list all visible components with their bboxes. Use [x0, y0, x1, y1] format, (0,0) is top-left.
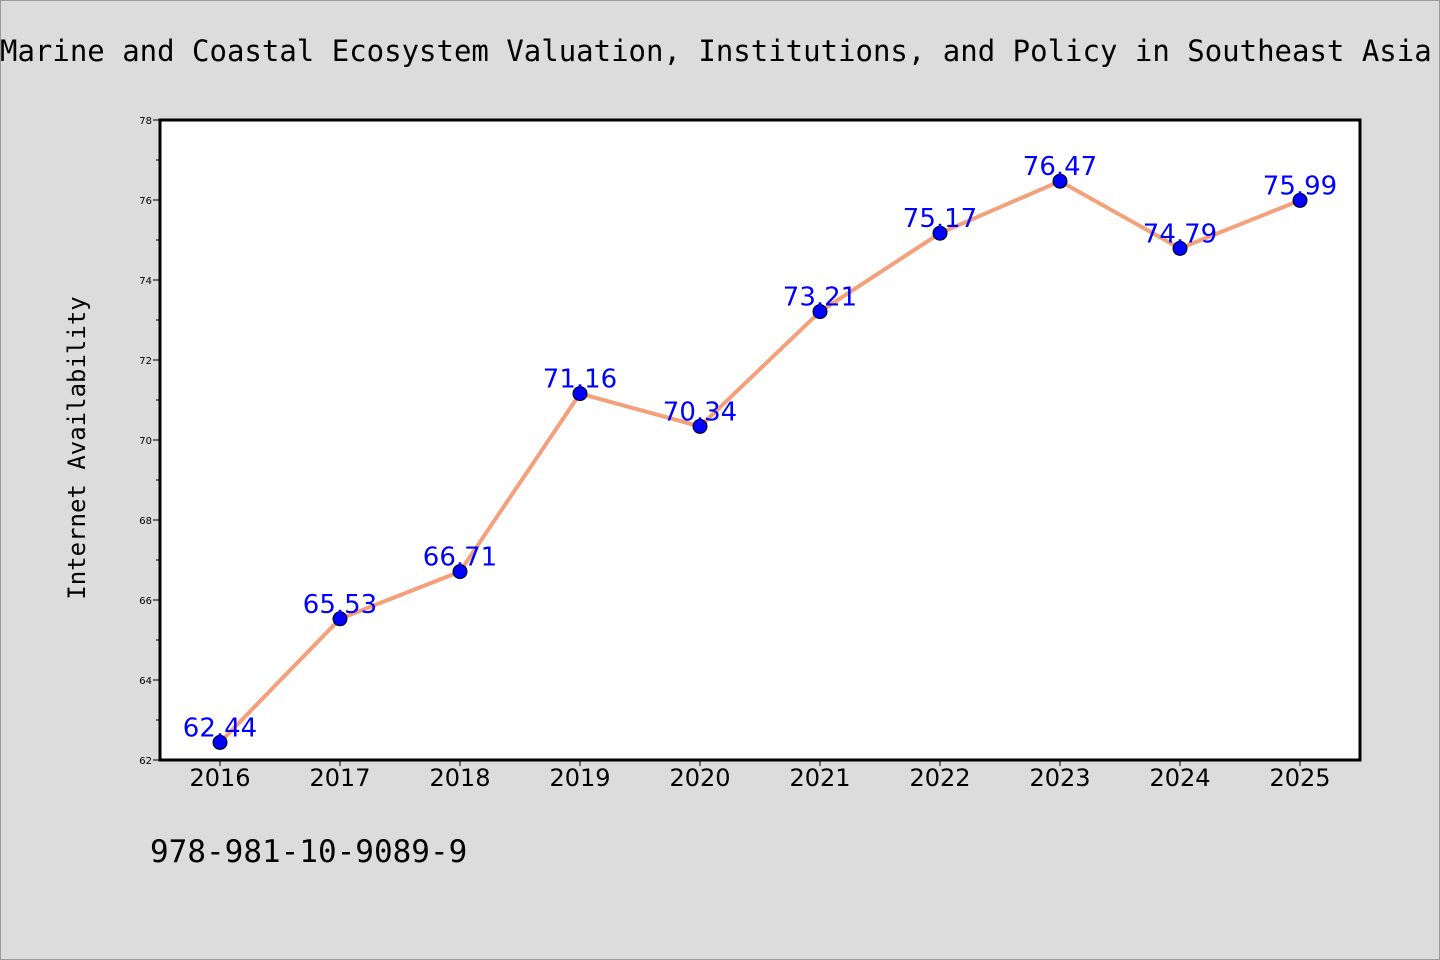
- x-axis-ticks: 2016 2017 2018 2019 2020 2021 2022 2023 2024 2025: [189, 760, 1331, 792]
- isbn-text: 978-981-10-9089-9: [150, 834, 468, 870]
- y-tick-label: 74: [139, 276, 152, 287]
- x-tick-label: 2018: [429, 764, 490, 792]
- y-tick-label: 64: [139, 676, 152, 687]
- x-tick-label: 2020: [669, 764, 730, 792]
- y-tick-label: 68: [139, 516, 152, 527]
- data-label: 65.53: [303, 590, 377, 620]
- x-tick-label: 2021: [789, 764, 850, 792]
- y-tick-label: 72: [139, 356, 152, 367]
- data-label: 73.21: [783, 283, 857, 313]
- data-point: [932, 225, 948, 241]
- y-axis-ticks: 62 64 66 68 70 72 74 76 78: [139, 116, 160, 767]
- x-tick-label: 2017: [309, 764, 370, 792]
- data-point: [212, 734, 228, 750]
- series-line: [218, 179, 1301, 744]
- data-point: [1052, 173, 1068, 189]
- y-tick-label: 78: [139, 116, 152, 127]
- data-label: 75.17: [903, 204, 977, 234]
- chart-title: Marine and Coastal Ecosystem Valuation, …: [0, 34, 1432, 68]
- data-point: [692, 418, 708, 434]
- x-tick-label: 2022: [909, 764, 970, 792]
- x-tick-label: 2023: [1029, 764, 1090, 792]
- series-group: 62.44 65.53 66.71 71.16 70.34 73.21 75.17 76.47…: [183, 152, 1337, 750]
- data-label: 71.16: [543, 365, 617, 395]
- y-tick-label: 76: [139, 196, 152, 207]
- data-label: 74.79: [1143, 219, 1217, 249]
- y-tick-label: 66: [139, 596, 152, 607]
- plot-frame: [158, 118, 1362, 762]
- data-point: [332, 611, 348, 627]
- data-label: 66.71: [423, 543, 497, 573]
- data-point: [812, 304, 828, 320]
- x-tick-label: 2019: [549, 764, 610, 792]
- data-label: 62.44: [183, 713, 257, 743]
- data-label: 75.99: [1263, 171, 1337, 201]
- data-point: [1292, 192, 1308, 208]
- data-point: [452, 564, 468, 580]
- y-tick-label: 70: [139, 436, 152, 447]
- data-point: [1172, 240, 1188, 256]
- x-tick-label: 2016: [189, 764, 250, 792]
- data-point: [572, 386, 588, 402]
- plot-area: [160, 120, 1360, 760]
- x-tick-label: 2024: [1149, 764, 1210, 792]
- data-label: 76.47: [1023, 152, 1097, 182]
- x-tick-label: 2025: [1269, 764, 1330, 792]
- y-axis-label: Internet Availability: [63, 296, 91, 599]
- y-tick-label: 62: [139, 756, 152, 767]
- data-label: 70.34: [663, 397, 737, 427]
